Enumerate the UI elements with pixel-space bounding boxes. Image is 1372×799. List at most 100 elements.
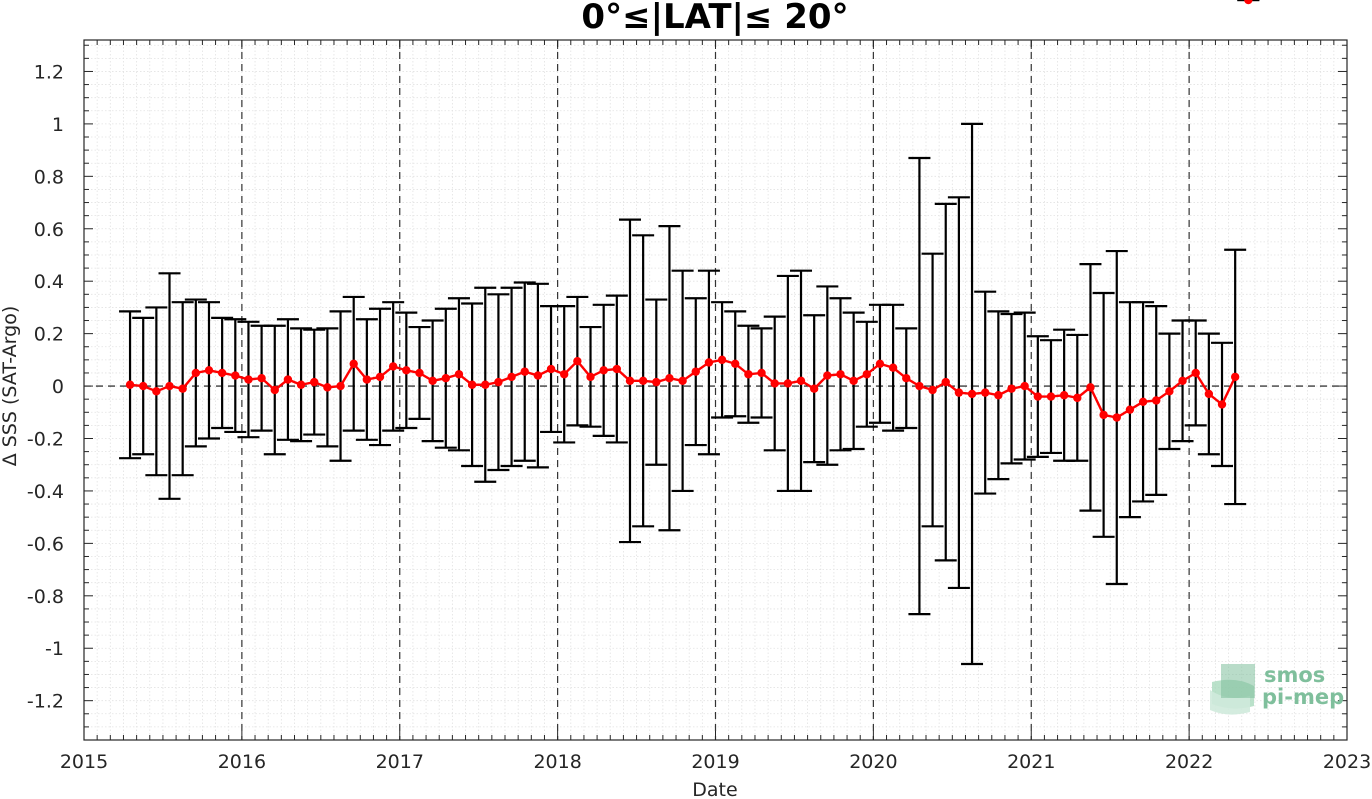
data-point [875, 359, 885, 368]
y-tick-label: -1.2 [27, 691, 64, 713]
data-point [796, 376, 806, 386]
data-point [270, 385, 279, 395]
data-points [125, 0, 1253, 422]
data-point [1152, 396, 1161, 405]
data-point [1020, 381, 1029, 391]
y-tick-label: 0.6 [34, 219, 64, 241]
data-point [994, 391, 1003, 400]
data-point [862, 370, 871, 379]
data-point [546, 364, 556, 374]
data-point [441, 374, 450, 383]
data-point [902, 374, 911, 383]
data-point [1230, 372, 1240, 382]
data-point [1059, 391, 1069, 400]
logo-icon-wave [1210, 690, 1250, 715]
data-point [954, 388, 964, 397]
data-point [691, 367, 700, 376]
data-point [191, 368, 201, 378]
data-point [586, 372, 595, 382]
data-point [1112, 413, 1121, 422]
data-point [638, 376, 648, 386]
data-point [1086, 383, 1095, 392]
x-tick-label: 2015 [60, 751, 108, 773]
y-tick-label: -0.8 [27, 586, 64, 608]
data-point [388, 362, 398, 371]
data-point [520, 367, 529, 376]
data-point [415, 368, 424, 378]
data-point [1073, 393, 1082, 403]
logo-text-smos: smos [1264, 663, 1325, 687]
y-tick-label: -0.2 [27, 429, 64, 451]
data-point [217, 368, 227, 378]
y-tick-label: 0.2 [34, 324, 64, 346]
data-point [1046, 392, 1056, 401]
data-point [967, 389, 977, 399]
data-point [928, 385, 937, 395]
logo-icon-back [1221, 664, 1255, 698]
data-point [231, 371, 240, 380]
data-point [533, 371, 543, 380]
data-point [612, 364, 622, 374]
data-point [981, 388, 990, 397]
data-point [165, 381, 174, 391]
y-tick-label: 1.2 [34, 61, 64, 83]
data-point [783, 379, 793, 388]
data-point [1217, 400, 1227, 409]
data-point [757, 368, 766, 378]
data-point [296, 380, 306, 389]
data-point [310, 377, 319, 387]
data-point [717, 355, 727, 365]
data-point [599, 366, 608, 375]
data-point [349, 359, 358, 368]
data-point [1191, 368, 1200, 378]
data-point [678, 376, 687, 386]
y-tick-label: 0.8 [34, 166, 64, 188]
data-point [665, 374, 674, 383]
data-point [823, 371, 832, 380]
data-point [283, 375, 293, 384]
data-point [336, 381, 345, 391]
data-point [888, 363, 898, 372]
y-tick-label: -0.4 [27, 481, 64, 503]
data-point [1138, 397, 1148, 406]
y-tick-labels: 1.2 1 0.8 0.6 0.4 0.2 0 -0.2 -0.4 -0.6 -0.8 -1 -1.2 [27, 61, 64, 712]
data-point [1244, 0, 1253, 5]
y-tick-label: 0.4 [34, 271, 64, 293]
data-point [731, 359, 740, 368]
data-point [1178, 376, 1187, 386]
data-point [507, 372, 516, 382]
data-point [125, 380, 135, 389]
data-point [1099, 410, 1108, 420]
x-tick-label: 2022 [1165, 751, 1213, 773]
x-tick-label: 2018 [533, 751, 581, 773]
x-tick-label: 2019 [691, 751, 739, 773]
data-point [244, 375, 253, 384]
y-tick-label: -0.6 [27, 533, 64, 555]
x-axis-label: Date [692, 779, 737, 799]
x-tick-label: 2021 [1007, 751, 1055, 773]
data-point [1007, 384, 1016, 393]
data-point [178, 384, 187, 393]
data-point [375, 372, 385, 382]
chart-title: 0°≤|LAT|≤ 20° [581, 0, 848, 37]
smos-pi-mep-logo: smos pi-mep [1210, 663, 1344, 715]
data-point [704, 358, 714, 367]
data-point [849, 376, 858, 386]
data-point [1033, 392, 1043, 401]
data-point [652, 377, 661, 387]
x-tick-labels: 2015 2016 2017 2018 2019 2020 2021 2022 2023 [60, 751, 1371, 773]
data-point [204, 366, 214, 375]
data-point [323, 383, 332, 392]
data-point [402, 366, 411, 375]
data-point [1165, 387, 1174, 396]
data-point [1204, 389, 1214, 399]
data-point [915, 381, 924, 391]
data-point [941, 377, 950, 387]
logo-text-pi-mep: pi-mep [1262, 685, 1344, 709]
x-tick-label: 2023 [1323, 751, 1371, 773]
x-tick-label: 2017 [376, 751, 424, 773]
data-point [467, 380, 477, 389]
data-point [139, 381, 148, 391]
y-tick-label: 1 [52, 114, 64, 136]
